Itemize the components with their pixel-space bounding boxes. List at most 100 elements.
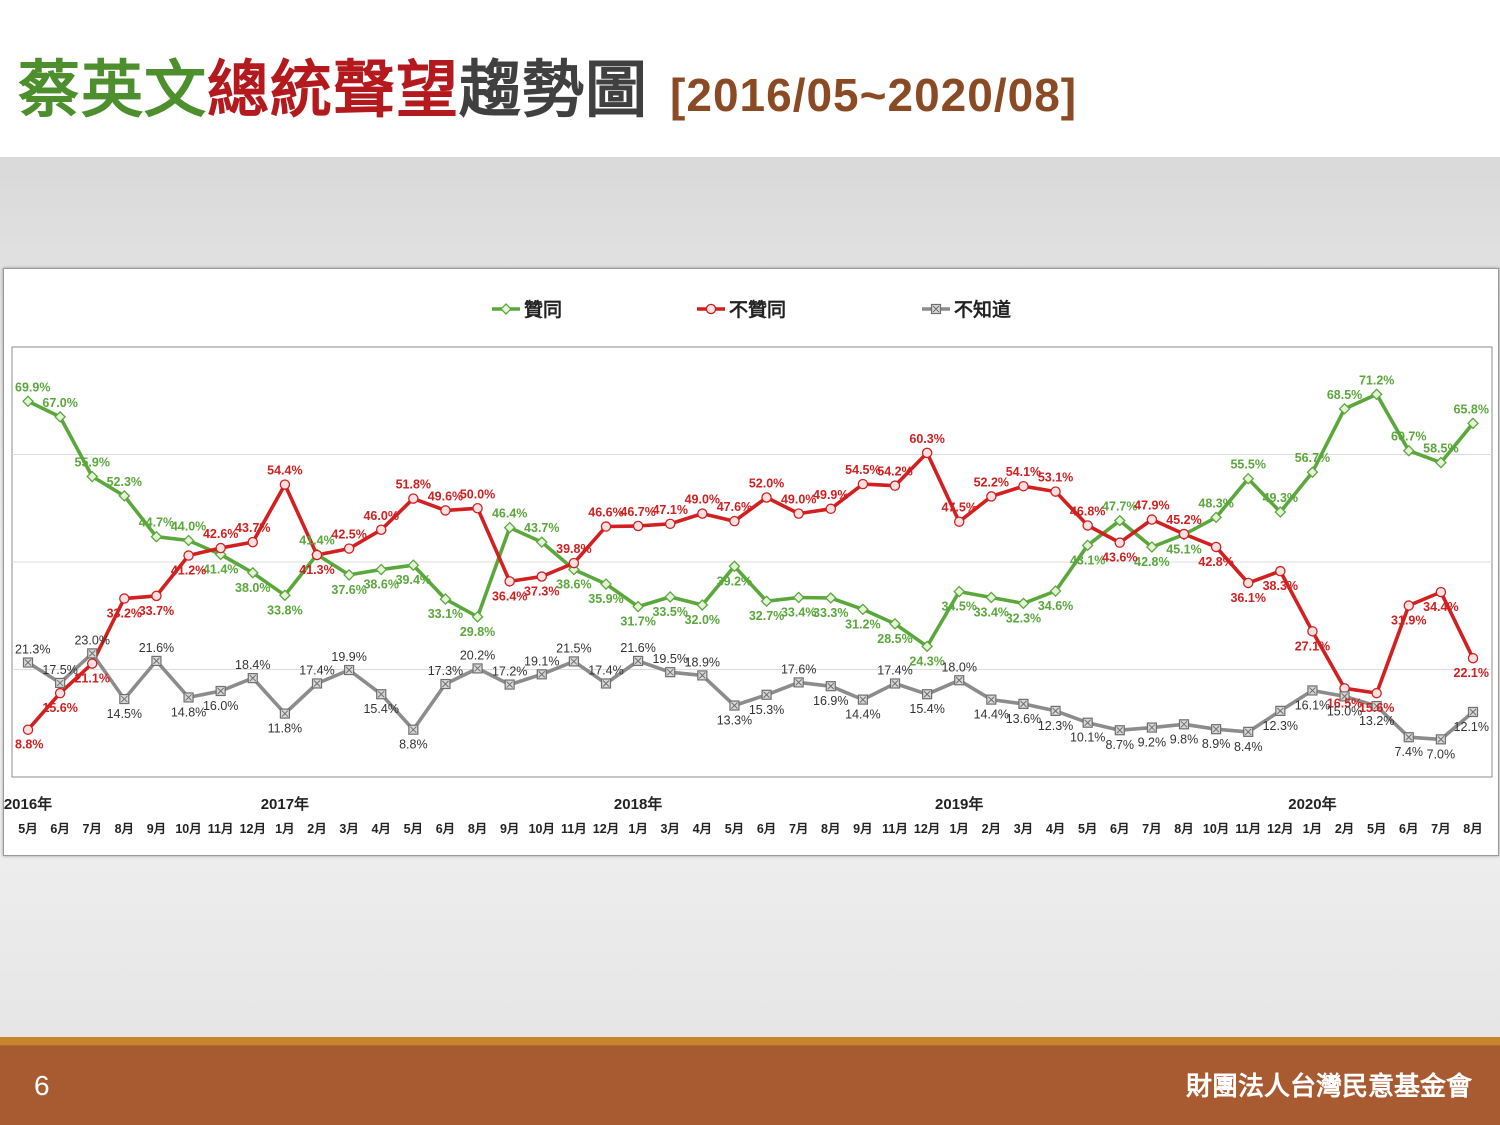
data-label-1-45: 22.1%	[1454, 666, 1489, 680]
month-tick-label-8: 1月	[275, 822, 294, 836]
data-label-2-42: 13.2%	[1359, 714, 1394, 728]
series-0-point-19	[632, 600, 645, 613]
data-label-0-2: 55.9%	[74, 456, 109, 470]
data-label-0-11: 38.6%	[363, 578, 398, 592]
data-label-1-0: 8.8%	[15, 738, 44, 752]
data-label-0-4: 44.7%	[139, 516, 174, 530]
data-label-1-21: 49.0%	[685, 493, 720, 507]
series-0-point-28	[921, 640, 934, 653]
data-label-2-12: 8.8%	[399, 738, 428, 752]
data-label-2-35: 9.2%	[1138, 736, 1167, 750]
series-2-point-9-x	[313, 680, 321, 687]
data-label-2-20: 19.5%	[652, 652, 687, 666]
data-label-2-36: 9.8%	[1170, 732, 1199, 746]
legend-label-2: 不知道	[954, 298, 1011, 321]
series-0-point-0	[22, 395, 34, 408]
data-label-0-16: 43.7%	[524, 521, 559, 535]
legend-marker-0	[500, 303, 512, 315]
data-label-2-19: 21.6%	[620, 641, 655, 655]
series-1-point-3	[119, 593, 130, 604]
series-2-point-15-x	[506, 681, 514, 688]
organization-name: 財團法人台灣民意基金會	[1185, 1072, 1472, 1102]
series-2-point-16-x	[538, 670, 546, 678]
data-label-0-23: 32.7%	[749, 609, 784, 623]
series-2-point-10-x	[345, 666, 353, 674]
series-1-point-30	[986, 491, 997, 502]
series-0-point-26	[856, 603, 869, 616]
series-0-point-4	[150, 530, 163, 543]
series-0-point-39	[1274, 506, 1287, 518]
data-label-1-2: 21.1%	[74, 672, 109, 686]
page-title: 蔡英文總統聲望趨勢圖 [2016/05~2020/08]	[18, 40, 1077, 140]
data-label-1-34: 43.6%	[1102, 551, 1137, 565]
data-label-1-25: 49.9%	[813, 488, 848, 502]
series-2-point-20-x	[666, 668, 674, 676]
month-tick-label-2: 7月	[82, 822, 101, 836]
series-1-point-7	[247, 536, 259, 548]
data-label-2-41: 15.0%	[1327, 704, 1362, 718]
data-label-0-30: 33.4%	[974, 605, 1009, 619]
data-label-0-17: 38.6%	[556, 578, 591, 592]
data-label-2-1: 17.5%	[42, 663, 77, 677]
series-2-point-39-x	[1276, 707, 1284, 715]
year-label-4: 2020年	[1288, 795, 1336, 813]
series-2-point-23-x	[763, 691, 770, 699]
series-1-point-15	[504, 576, 515, 587]
data-label-2-4: 21.6%	[139, 641, 174, 655]
data-label-1-20: 47.1%	[652, 503, 687, 517]
month-tick-label-1: 6月	[50, 822, 69, 836]
month-tick-label-5: 10月	[175, 822, 201, 836]
series-2-point-37-x	[1212, 725, 1220, 733]
month-tick-label-31: 3月	[1014, 822, 1033, 836]
data-label-0-31: 32.3%	[1006, 611, 1041, 625]
data-label-0-7: 38.0%	[235, 581, 270, 595]
series-0-point-13	[439, 593, 452, 606]
data-label-0-28: 24.3%	[909, 654, 944, 668]
month-tick-label-43: 6月	[1399, 822, 1418, 836]
legend-marker-2-x	[932, 305, 940, 313]
month-tick-label-6: 11月	[208, 822, 234, 836]
month-tick-label-38: 11月	[1235, 822, 1261, 836]
data-label-1-10: 42.5%	[331, 528, 366, 542]
series-2-point-5-x	[185, 694, 192, 701]
series-2-point-22-x	[731, 702, 738, 709]
data-label-0-34: 47.7%	[1102, 500, 1137, 514]
series-0-point-7	[246, 566, 259, 579]
series-1-point-16	[536, 571, 548, 582]
legend-label-1: 不贊同	[729, 299, 786, 321]
data-label-0-5: 44.0%	[171, 520, 206, 534]
series-0-point-1	[54, 410, 67, 423]
data-label-0-8: 33.8%	[267, 603, 302, 617]
series-0-point-35	[1145, 541, 1158, 553]
series-0-point-23	[760, 595, 773, 608]
data-label-2-24: 17.6%	[781, 662, 816, 676]
series-2-point-29-x	[955, 676, 963, 684]
series-1-point-4	[151, 590, 162, 602]
data-label-2-40: 16.1%	[1295, 698, 1330, 712]
series-0-point-38	[1242, 472, 1255, 485]
data-label-1-15: 36.4%	[492, 589, 527, 603]
data-label-2-44: 7.0%	[1427, 747, 1456, 761]
month-tick-label-22: 5月	[725, 822, 744, 836]
series-1-point-26	[857, 478, 869, 490]
series-2-point-43-x	[1405, 733, 1413, 741]
series-1-point-44	[1435, 586, 1447, 598]
series-0-point-10	[343, 568, 356, 581]
series-1-point-24	[793, 508, 804, 519]
data-label-2-38: 8.4%	[1234, 740, 1263, 754]
series-2-point-34-x	[1116, 726, 1124, 734]
month-tick-label-40: 1月	[1303, 822, 1322, 836]
data-label-0-3: 52.3%	[107, 475, 142, 489]
series-0-point-45	[1467, 417, 1479, 430]
series-0-point-24	[792, 591, 805, 604]
data-label-2-26: 14.4%	[845, 708, 880, 722]
data-label-2-6: 16.0%	[203, 699, 238, 713]
series-0-point-5	[182, 534, 195, 547]
page-number: 6	[34, 1070, 50, 1101]
series-1-point-45	[1467, 652, 1479, 664]
title-part-3: 趨勢圖	[459, 53, 649, 126]
month-tick-label-17: 11月	[561, 822, 587, 836]
month-tick-label-14: 8月	[468, 822, 487, 836]
series-1-point-22	[729, 515, 740, 527]
series-0-point-40	[1306, 466, 1319, 479]
